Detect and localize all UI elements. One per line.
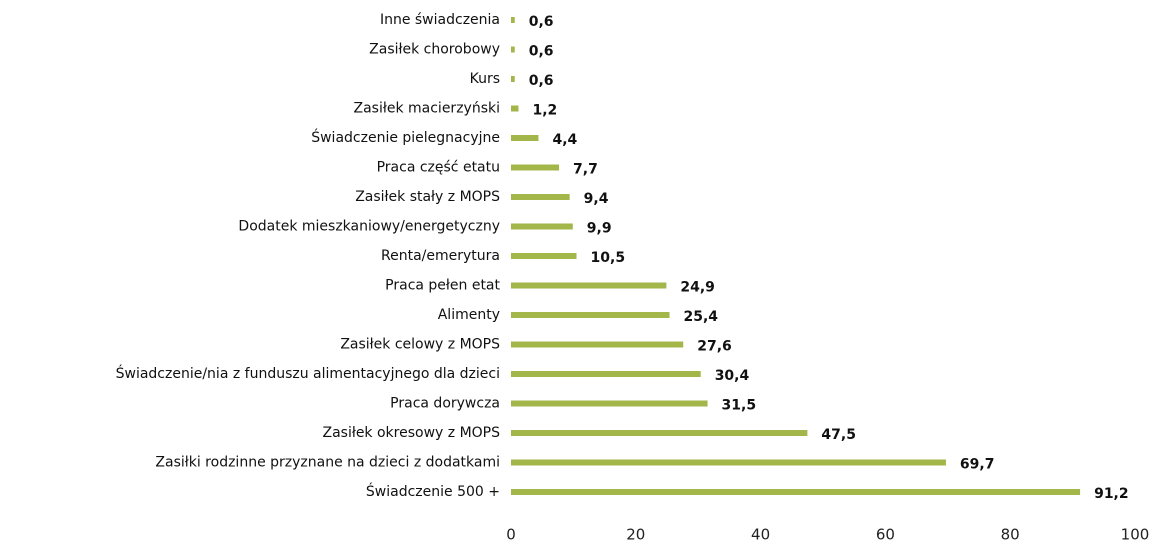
bar [511, 253, 577, 259]
category-label: Zasiłek okresowy z MOPS [322, 425, 500, 441]
value-label: 7,7 [573, 162, 598, 178]
bar [511, 312, 670, 318]
category-label: Renta/emerytura [381, 248, 500, 264]
value-label: 9,4 [584, 191, 609, 207]
value-label: 27,6 [697, 339, 732, 355]
bar [511, 371, 701, 377]
value-label: 9,9 [587, 221, 612, 237]
bar [511, 282, 667, 289]
value-label: 31,5 [722, 398, 757, 414]
bar [511, 194, 570, 200]
category-label: Dodatek mieszkaniowy/energetyczny [238, 219, 500, 235]
value-label: 0,6 [529, 73, 554, 89]
category-label: Zasiłek macierzyński [354, 101, 500, 117]
bar [511, 400, 708, 407]
bar [511, 76, 515, 82]
bar [511, 489, 1081, 495]
bar [511, 164, 560, 171]
bar [511, 223, 573, 230]
value-label: 47,5 [821, 427, 856, 443]
category-label: Świadczenie/nia z funduszu alimentacyjne… [116, 364, 500, 382]
category-label: Alimenty [438, 307, 500, 323]
category-label: Zasiłek celowy z MOPS [340, 337, 500, 353]
value-label: 4,4 [552, 132, 577, 148]
bar [511, 135, 539, 141]
value-label: 1,2 [532, 103, 557, 119]
value-label: 0,6 [529, 44, 554, 60]
bar [511, 46, 515, 53]
value-label: 69,7 [960, 457, 995, 473]
category-label: Zasiłki rodzinne przyznane na dzieci z d… [155, 455, 500, 471]
x-tick-label: 100 [1121, 526, 1150, 544]
value-label: 10,5 [591, 250, 626, 266]
value-label: 91,2 [1094, 486, 1129, 502]
category-label: Zasiłek stały z MOPS [355, 189, 500, 205]
x-tick-label: 20 [626, 526, 645, 544]
category-label: Zasiłek chorobowy [369, 42, 500, 58]
category-label: Praca pełen etat [385, 278, 500, 294]
x-tick-label: 0 [506, 526, 516, 544]
x-tick-label: 40 [751, 526, 770, 544]
category-label: Praca część etatu [377, 160, 500, 176]
bar [511, 105, 519, 112]
bar [511, 459, 946, 466]
x-tick-label: 60 [876, 526, 895, 544]
category-label: Kurs [470, 71, 500, 87]
category-label: Świadczenie pielegnacyjne [311, 128, 500, 146]
value-label: 24,9 [680, 280, 715, 296]
value-label: 0,6 [529, 14, 554, 30]
bar [511, 17, 515, 23]
category-label: Praca dorywcza [390, 396, 500, 412]
x-tick-label: 80 [1001, 526, 1020, 544]
value-label: 30,4 [715, 368, 750, 384]
bar [511, 341, 684, 348]
value-label: 25,4 [683, 309, 718, 325]
category-label: Świadczenie 500 + [366, 482, 500, 500]
bar [511, 430, 808, 436]
category-label: Inne świadczenia [380, 12, 500, 28]
